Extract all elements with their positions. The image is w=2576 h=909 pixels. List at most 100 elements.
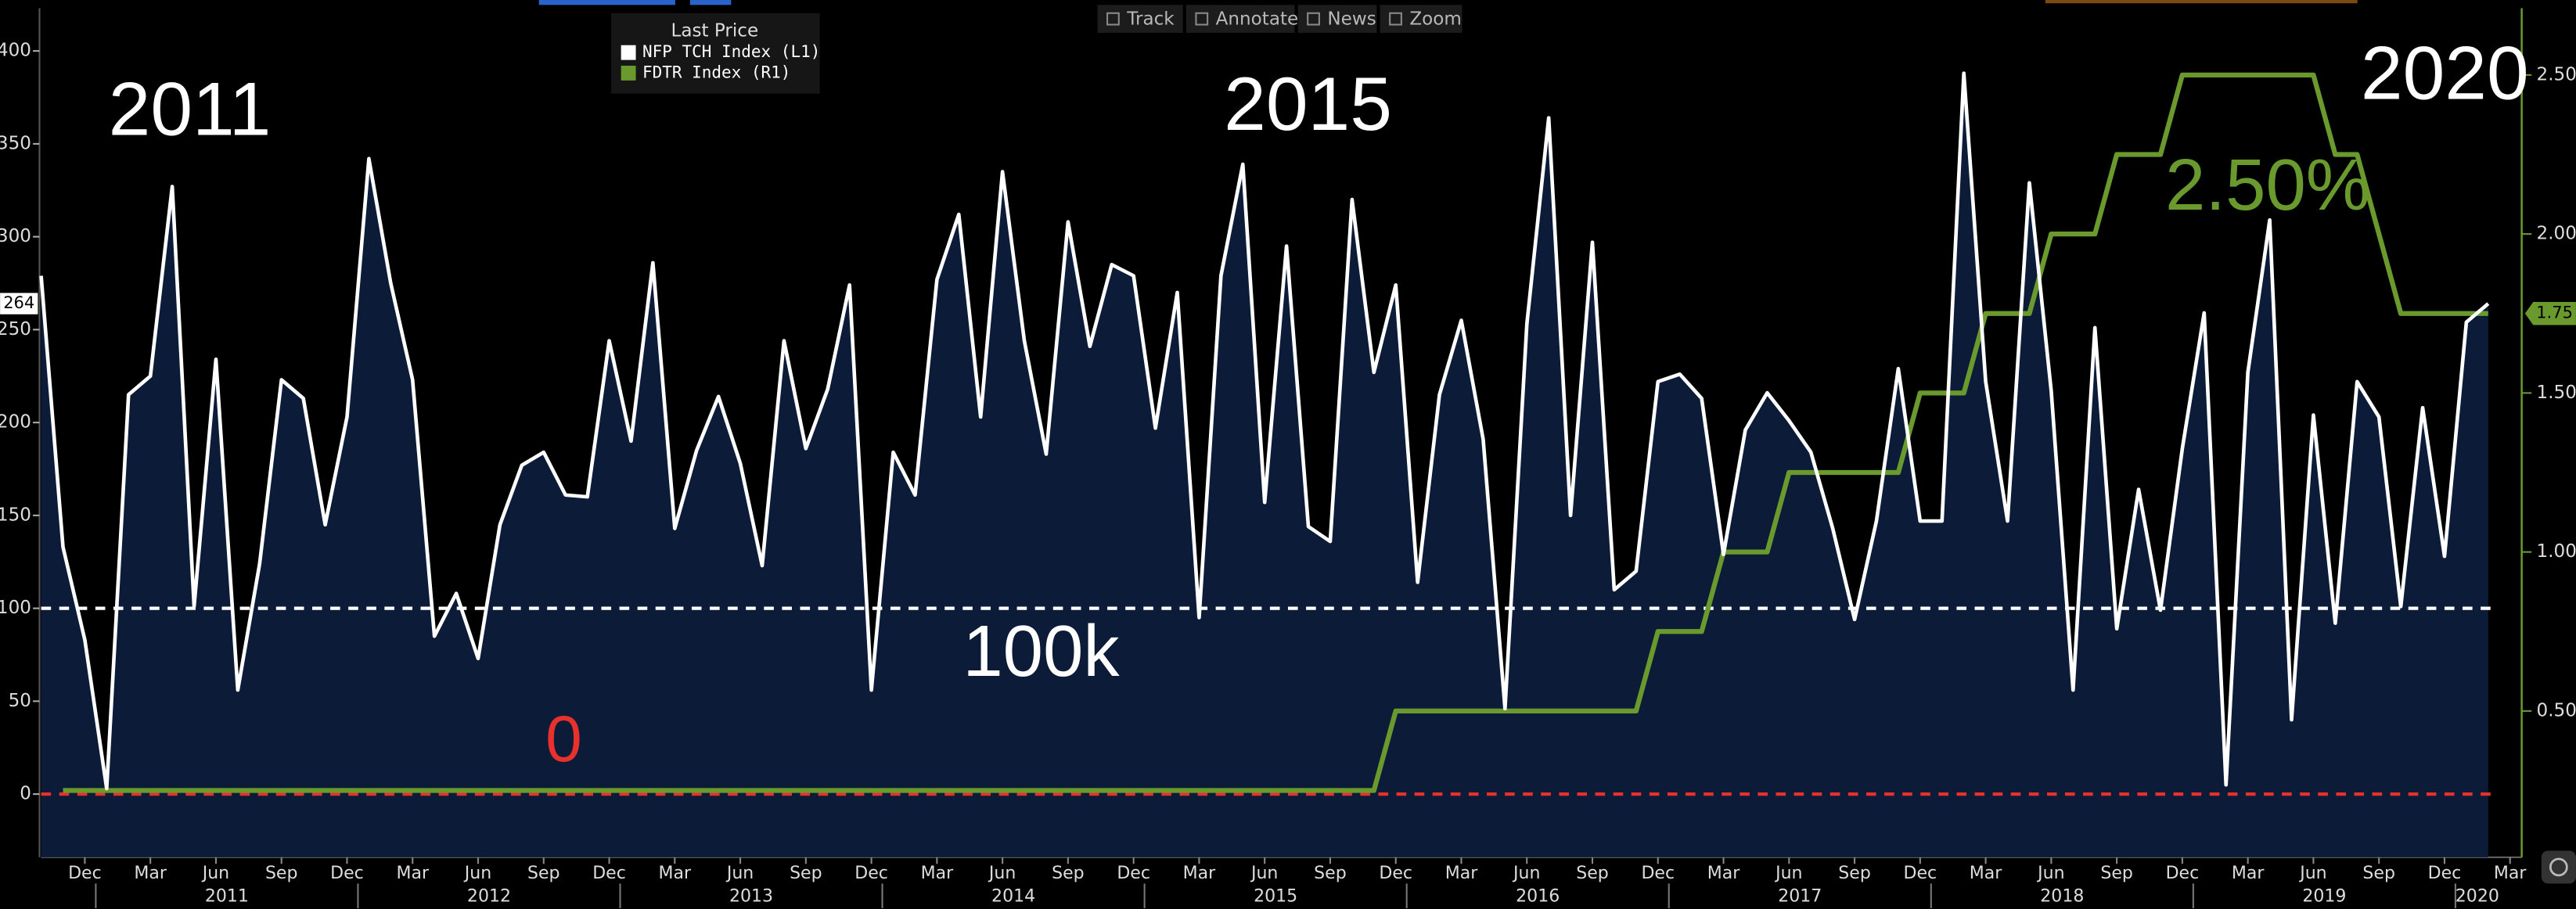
last-value-label: 1.75 — [2536, 304, 2573, 322]
x-tick-label: Sep — [1052, 864, 1085, 883]
x-tick-label: Dec — [330, 864, 364, 883]
annotation: 2011 — [109, 67, 272, 151]
x-year-label: 2012 — [467, 886, 511, 906]
x-year-label: 2016 — [1516, 886, 1560, 906]
toolbar-button-label: Track — [1126, 9, 1175, 30]
toolbar-icon — [1307, 12, 1320, 26]
y-tick-label: 250 — [0, 319, 31, 340]
x-tick-label: Mar — [659, 864, 693, 883]
x-tick-label: Jun — [463, 864, 491, 883]
annotation: 2015 — [1224, 63, 1392, 146]
annotation: 2020 — [2361, 31, 2529, 115]
legend-box — [611, 13, 820, 94]
x-year-label: 2019 — [2302, 886, 2346, 906]
y-tick-label: 350 — [0, 133, 31, 153]
x-tick-label: Jun — [725, 864, 754, 883]
x-tick-label: Mar — [134, 864, 167, 883]
toolbar-icon — [1389, 12, 1402, 26]
y-tick-label: 300 — [0, 226, 31, 246]
series-line — [39, 71, 2490, 791]
y-tick-label: 150 — [0, 505, 31, 525]
legend-title: Last Price — [671, 20, 758, 41]
x-tick-label: Dec — [68, 864, 102, 883]
x-tick-label: Jun — [2036, 864, 2064, 883]
x-tick-label: Sep — [2100, 864, 2133, 883]
x-tick-label: Sep — [790, 864, 822, 883]
x-tick-label: Mar — [1183, 864, 1217, 883]
x-tick-label: Dec — [1117, 864, 1150, 883]
y2-tick-label: 2.00 — [2537, 224, 2576, 244]
x-tick-label: Mar — [1707, 864, 1741, 883]
toolbar-button-bg — [1097, 5, 1183, 33]
y-tick-label: 50 — [9, 691, 31, 711]
x-tick-label: Sep — [265, 864, 298, 883]
y2-tick-label: 2.50 — [2537, 64, 2576, 84]
x-year-label: 2013 — [729, 886, 773, 906]
toolbar-button[interactable]: Annotate — [1185, 5, 1299, 33]
last-value-box — [2524, 302, 2576, 325]
toolbar-button[interactable]: Track — [1097, 5, 1183, 33]
legend-swatch — [621, 45, 636, 60]
x-tick-label: Mar — [2494, 864, 2527, 883]
annotation: 100k — [962, 610, 1120, 692]
toolbar-icon — [1195, 12, 1209, 26]
toolbar-button[interactable]: News — [1297, 5, 1377, 33]
scroll-icon — [2549, 857, 2568, 877]
x-tick-label: Dec — [1641, 864, 1675, 883]
last-value-box — [0, 293, 38, 314]
toolbar-button-label: Annotate — [1216, 9, 1299, 30]
tab-indicator — [2045, 0, 2358, 4]
last-value-label: 264 — [3, 293, 34, 312]
x-tick-label: Dec — [2166, 864, 2200, 883]
x-tick-label: Dec — [592, 864, 626, 883]
tab-indicator — [689, 0, 732, 5]
y2-tick-label: 0.50 — [2537, 700, 2576, 720]
x-year-label: 2017 — [1778, 886, 1822, 906]
x-tick-label: Mar — [921, 864, 955, 883]
y-tick-label: 0 — [20, 784, 31, 804]
tab-indicator — [538, 0, 675, 5]
toolbar-button-bg — [1185, 5, 1295, 33]
toolbar-button-bg — [1297, 5, 1377, 33]
x-tick-label: Jun — [988, 864, 1016, 883]
legend-label: NFP TCH Index (L1) — [642, 42, 820, 61]
annotation: 0 — [545, 702, 582, 775]
toolbar-button-bg — [1380, 5, 1462, 33]
y2-tick-label: 1.50 — [2537, 383, 2576, 403]
x-tick-label: Jun — [1774, 864, 1802, 883]
x-tick-label: Jun — [1512, 864, 1540, 883]
x-year-label: 2020 — [2455, 886, 2499, 906]
y-tick-label: 200 — [0, 412, 31, 433]
x-tick-label: Jun — [201, 864, 229, 883]
x-tick-label: Dec — [1904, 864, 1937, 883]
x-tick-label: Dec — [1379, 864, 1412, 883]
x-tick-label: Dec — [2428, 864, 2462, 883]
x-tick-label: Jun — [1250, 864, 1278, 883]
y-tick-label: 400 — [0, 41, 31, 61]
y2-tick-label: 1.00 — [2537, 541, 2576, 562]
x-tick-label: Sep — [1314, 864, 1347, 883]
x-tick-label: Sep — [527, 864, 560, 883]
x-tick-label: Mar — [2232, 864, 2265, 883]
x-tick-label: Mar — [1970, 864, 2003, 883]
x-year-label: 2014 — [991, 886, 1035, 906]
legend-label: FDTR Index (R1) — [642, 63, 791, 81]
x-tick-label: Dec — [854, 864, 888, 883]
scroll-button[interactable] — [2541, 850, 2576, 884]
toolbar-button[interactable]: Zoom — [1380, 5, 1462, 33]
toolbar-button-label: Zoom — [1409, 9, 1462, 30]
x-tick-label: Mar — [1445, 864, 1479, 883]
x-tick-label: Sep — [1838, 864, 1871, 883]
x-year-label: 2015 — [1254, 886, 1297, 906]
toolbar-button-label: News — [1327, 9, 1376, 30]
legend-swatch — [621, 65, 636, 81]
x-year-label: 2011 — [205, 886, 249, 906]
y-tick-label: 100 — [0, 598, 31, 618]
x-tick-label: Mar — [396, 864, 430, 883]
toolbar-icon — [1106, 12, 1120, 26]
series-line — [63, 72, 2488, 793]
x-tick-label: Jun — [2298, 864, 2326, 883]
x-year-label: 2018 — [2040, 886, 2084, 906]
annotation: 2.50% — [2165, 144, 2370, 225]
